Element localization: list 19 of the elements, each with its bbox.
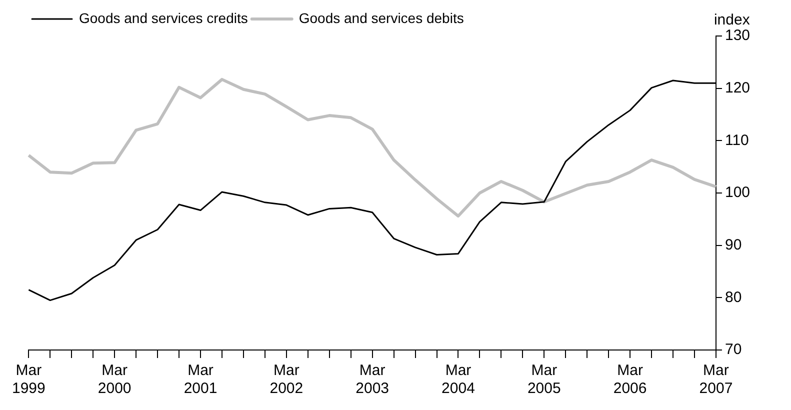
y-tick-label: 70	[724, 341, 742, 358]
x-tick-label: Mar 2001	[184, 362, 218, 398]
x-tick-label: Mar 1999	[12, 362, 46, 398]
x-tick-label: Mar 2005	[527, 362, 561, 398]
x-tick-label: Mar 2002	[270, 362, 304, 398]
x-tick-label: Mar 2006	[613, 362, 647, 398]
y-axis-title: index	[714, 12, 750, 29]
y-tick-label: 120	[724, 79, 750, 96]
y-tick-label: 80	[724, 288, 742, 306]
y-tick-label: 130	[724, 27, 750, 44]
y-tick-label: 100	[724, 184, 750, 202]
x-tick-label: Mar 2004	[442, 362, 475, 398]
legend-label: Goods and services debits	[298, 10, 464, 26]
y-tick-label: 90	[724, 236, 742, 254]
x-tick-label: Mar 2007	[699, 362, 733, 398]
x-tick-label: Mar 2000	[98, 362, 132, 398]
legend-label: Goods and services credits	[79, 10, 248, 26]
y-tick-label: 110	[724, 132, 749, 149]
x-tick-label: Mar 2003	[356, 362, 390, 398]
